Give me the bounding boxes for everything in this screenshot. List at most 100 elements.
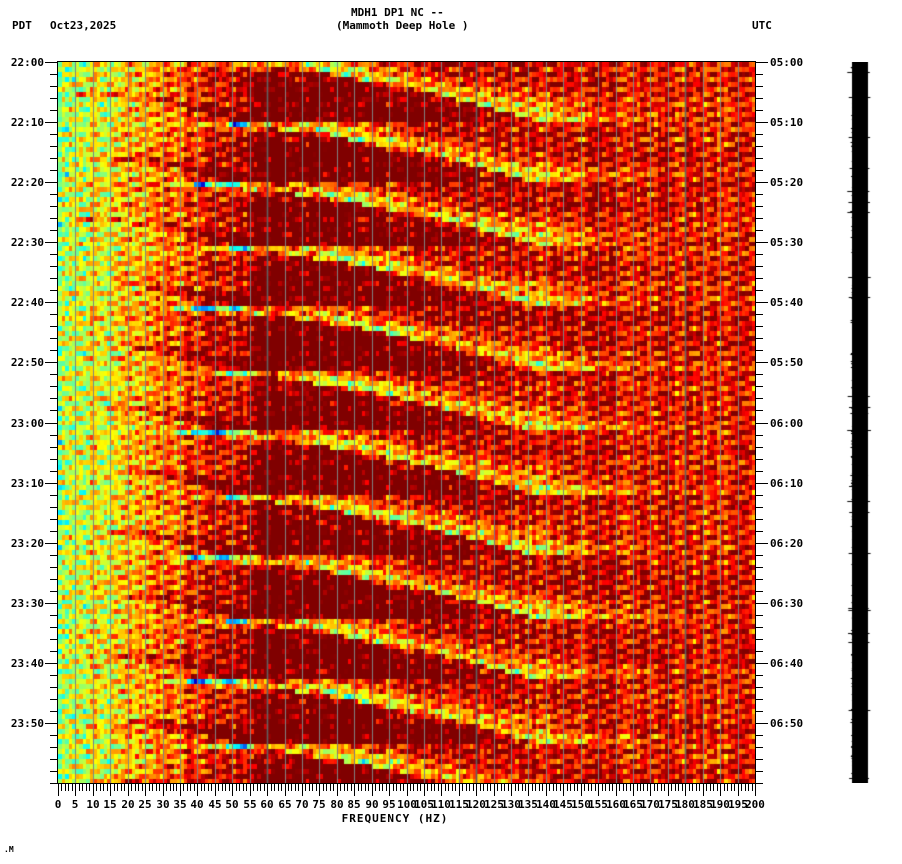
time-tick-left: [45, 242, 57, 243]
freq-tick-45: [215, 784, 216, 796]
freq-tick-125: [494, 784, 495, 796]
time-tick-right: [756, 254, 763, 255]
freq-tick-14: [107, 784, 108, 791]
time-tick-right: [756, 459, 763, 460]
freq-label-30: 30: [156, 798, 170, 811]
time-tick-left: [50, 771, 57, 772]
time-tick-left: [50, 555, 57, 556]
time-tick-right: [756, 591, 763, 592]
freq-tick-91: [375, 784, 376, 791]
time-tick-left: [45, 182, 57, 183]
freq-tick-82: [344, 784, 345, 791]
freq-tick-143: [556, 784, 557, 791]
freq-tick-0: [58, 784, 59, 796]
freq-tick-40: [197, 784, 198, 796]
time-tick-left: [50, 326, 57, 327]
freq-tick-54: [246, 784, 247, 791]
freq-tick-35: [180, 784, 181, 796]
freq-tick-157: [605, 784, 606, 791]
time-tick-right: [756, 170, 763, 171]
time-tick-right: [756, 86, 763, 87]
freq-tick-97: [396, 784, 397, 791]
freq-tick-60: [267, 784, 268, 796]
freq-tick-131: [515, 784, 516, 791]
time-tick-right: [756, 266, 763, 267]
freq-tick-138: [539, 784, 540, 791]
freq-label-105: 105: [414, 798, 434, 811]
time-tick-right: [756, 290, 763, 291]
time-tick-right: [756, 759, 763, 760]
freq-label-115: 115: [449, 798, 469, 811]
freq-tick-175: [668, 784, 669, 796]
freq-tick-194: [734, 784, 735, 791]
freq-tick-147: [570, 784, 571, 791]
freq-label-145: 145: [553, 798, 573, 811]
freq-tick-128: [504, 784, 505, 791]
header-date: Oct23,2025: [50, 19, 117, 32]
spectrogram-plot-area[interactable]: [58, 62, 755, 783]
time-tick-left: [50, 410, 57, 411]
freq-tick-177: [675, 784, 676, 791]
freq-tick-137: [535, 784, 536, 791]
time-tick-left: [50, 350, 57, 351]
time-tick-right: [756, 615, 763, 616]
freq-tick-47: [222, 784, 223, 791]
time-tick-left: [50, 435, 57, 436]
time-tick-right: [756, 62, 768, 63]
time-label-right-05-10: 05:10: [770, 116, 804, 129]
freq-tick-191: [724, 784, 725, 791]
freq-tick-169: [647, 784, 648, 791]
time-tick-right: [756, 194, 763, 195]
freq-tick-26: [149, 784, 150, 791]
freq-tick-149: [577, 784, 578, 791]
freq-label-45: 45: [208, 798, 222, 811]
freq-tick-130: [511, 784, 512, 796]
time-tick-left: [50, 386, 57, 387]
time-tick-right: [756, 158, 763, 159]
time-tick-left: [50, 398, 57, 399]
freq-label-120: 120: [466, 798, 486, 811]
freq-tick-150: [581, 784, 582, 796]
time-tick-right: [756, 206, 763, 207]
time-tick-left: [50, 735, 57, 736]
freq-tick-144: [560, 784, 561, 791]
time-tick-left: [50, 495, 57, 496]
time-tick-left: [50, 146, 57, 147]
time-tick-left: [50, 591, 57, 592]
freq-tick-11: [96, 784, 97, 791]
time-tick-right: [756, 134, 763, 135]
corner-artifact-mark: .M: [4, 845, 14, 854]
freq-tick-3: [68, 784, 69, 791]
time-tick-left: [50, 507, 57, 508]
time-tick-right: [756, 435, 763, 436]
time-tick-right: [756, 362, 768, 363]
freq-tick-95: [389, 784, 390, 796]
freq-tick-80: [337, 784, 338, 796]
freq-label-150: 150: [571, 798, 591, 811]
time-tick-right: [756, 447, 763, 448]
time-label-left-22-40: 22:40: [10, 296, 44, 309]
freq-label-25: 25: [138, 798, 152, 811]
time-tick-right: [756, 627, 763, 628]
time-tick-right: [756, 122, 768, 123]
time-label-left-23-50: 23:50: [10, 717, 44, 730]
time-label-right-05-30: 05:30: [770, 236, 804, 249]
time-tick-right: [756, 543, 768, 544]
freq-tick-145: [563, 784, 564, 796]
freq-tick-68: [295, 784, 296, 791]
freq-tick-27: [152, 784, 153, 791]
freq-label-100: 100: [397, 798, 417, 811]
freq-tick-134: [525, 784, 526, 791]
freq-tick-164: [630, 784, 631, 791]
time-tick-left: [45, 543, 57, 544]
time-tick-right: [756, 783, 763, 784]
time-label-left-22-10: 22:10: [10, 116, 44, 129]
time-tick-left: [50, 447, 57, 448]
time-tick-right: [756, 483, 768, 484]
freq-label-80: 80: [330, 798, 344, 811]
freq-label-125: 125: [484, 798, 504, 811]
freq-tick-44: [211, 784, 212, 791]
freq-tick-50: [232, 784, 233, 796]
amplitude-trace: [846, 62, 874, 783]
freq-tick-58: [260, 784, 261, 791]
